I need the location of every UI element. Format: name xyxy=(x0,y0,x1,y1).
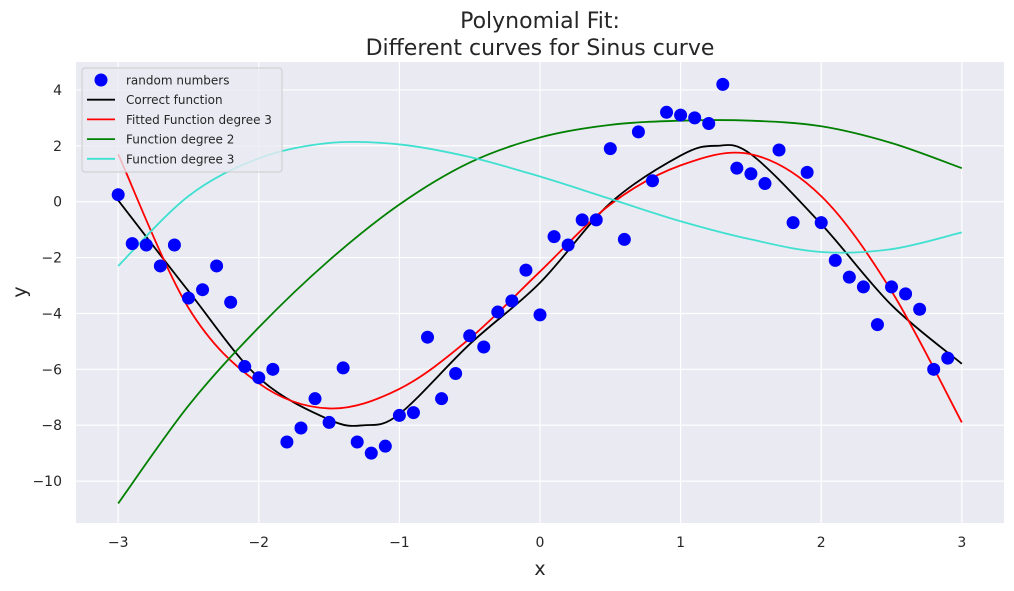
scatter-point xyxy=(631,125,645,139)
legend-box xyxy=(81,67,283,173)
x-tick-label: 0 xyxy=(536,535,545,551)
scatter-point xyxy=(449,367,463,381)
scatter-point xyxy=(505,294,519,308)
scatter-point xyxy=(786,216,800,230)
scatter-point xyxy=(406,406,420,420)
scatter-point xyxy=(561,238,575,252)
scatter-point xyxy=(392,408,406,422)
y-tick-labels: 4 2 0 −2 −4 −6 −8 −10 xyxy=(32,83,62,490)
scatter-point xyxy=(856,280,870,294)
y-tick-label: −8 xyxy=(41,418,62,434)
scatter-point xyxy=(322,415,336,429)
y-tick-label: 2 xyxy=(53,139,62,155)
scatter-point xyxy=(111,188,125,202)
scatter-point xyxy=(153,259,167,273)
x-tick-label: −2 xyxy=(248,535,269,551)
y-tick-label: −2 xyxy=(41,251,62,267)
y-axis-label: y xyxy=(9,286,31,297)
scatter-point xyxy=(617,232,631,246)
scatter-point xyxy=(744,167,758,181)
scatter-point xyxy=(575,213,589,227)
scatter-point xyxy=(463,329,477,343)
scatter-point xyxy=(800,165,814,179)
scatter-point xyxy=(828,253,842,267)
scatter-point xyxy=(238,360,252,374)
legend-marker xyxy=(94,73,108,87)
y-tick-label: −6 xyxy=(41,362,62,378)
scatter-point xyxy=(730,161,744,175)
x-tick-label: 1 xyxy=(676,535,685,551)
scatter-point xyxy=(181,291,195,305)
legend-items: random numbers Correct function Fitted Fun… xyxy=(87,73,272,166)
y-tick-label: −10 xyxy=(32,474,62,490)
x-tick-label: 3 xyxy=(957,535,966,551)
scatter-point xyxy=(645,174,659,188)
scatter-point xyxy=(266,362,280,376)
chart-title-line-2: Different curves for Sinus curve xyxy=(366,36,715,61)
legend-label: random numbers xyxy=(126,74,229,88)
scatter-point xyxy=(519,263,533,277)
scatter-point xyxy=(913,302,927,316)
scatter-point xyxy=(435,392,449,406)
scatter-point xyxy=(378,439,392,453)
scatter-point xyxy=(899,287,913,301)
scatter-point xyxy=(842,270,856,284)
scatter-point xyxy=(885,280,899,294)
scatter-point xyxy=(252,371,266,385)
scatter-point xyxy=(336,361,350,375)
y-tick-label: 4 xyxy=(53,83,62,99)
scatter-point xyxy=(758,177,772,191)
y-tick-label: 0 xyxy=(53,195,62,211)
scatter-points xyxy=(111,77,955,460)
scatter-point xyxy=(308,392,322,406)
x-axis-label: x xyxy=(534,558,545,580)
scatter-point xyxy=(716,77,730,91)
scatter-point xyxy=(139,238,153,252)
legend-label: Fitted Function degree 3 xyxy=(126,113,272,127)
scatter-point xyxy=(491,305,505,319)
x-tick-labels: −3 −2 −1 0 1 2 3 xyxy=(108,535,966,551)
scatter-point xyxy=(224,295,238,309)
legend-label: Function degree 2 xyxy=(126,133,234,147)
scatter-point xyxy=(941,351,955,365)
chart-title-line-1: Polynomial Fit: xyxy=(460,9,620,34)
scatter-point xyxy=(814,216,828,230)
scatter-point xyxy=(125,237,139,251)
series-line-function-degree-2 xyxy=(117,119,963,504)
x-tick-label: −3 xyxy=(108,535,129,551)
x-tick-label: 2 xyxy=(817,535,826,551)
scatter-point xyxy=(210,259,224,273)
scatter-point xyxy=(167,238,181,252)
scatter-point xyxy=(688,111,702,125)
legend: random numbers Correct function Fitted Fun… xyxy=(81,67,283,173)
scatter-point xyxy=(927,362,941,376)
scatter-point xyxy=(547,230,561,244)
scatter-point xyxy=(196,283,210,297)
scatter-point xyxy=(280,435,294,449)
x-tick-label: −1 xyxy=(389,535,410,551)
scatter-point xyxy=(603,142,617,156)
scatter-point xyxy=(533,308,547,322)
scatter-point xyxy=(477,340,491,354)
legend-label: Correct function xyxy=(126,93,223,107)
scatter-point xyxy=(660,105,674,119)
scatter-point xyxy=(421,330,435,344)
scatter-point xyxy=(364,446,378,460)
scatter-point xyxy=(350,435,364,449)
scatter-point xyxy=(294,421,308,435)
scatter-point xyxy=(772,143,786,157)
y-tick-label: −4 xyxy=(41,306,62,322)
scatter-point xyxy=(674,108,688,122)
scatter-point xyxy=(702,116,716,130)
scatter-point xyxy=(589,213,603,227)
scatter-point xyxy=(870,318,884,332)
legend-label: Function degree 3 xyxy=(126,152,234,166)
